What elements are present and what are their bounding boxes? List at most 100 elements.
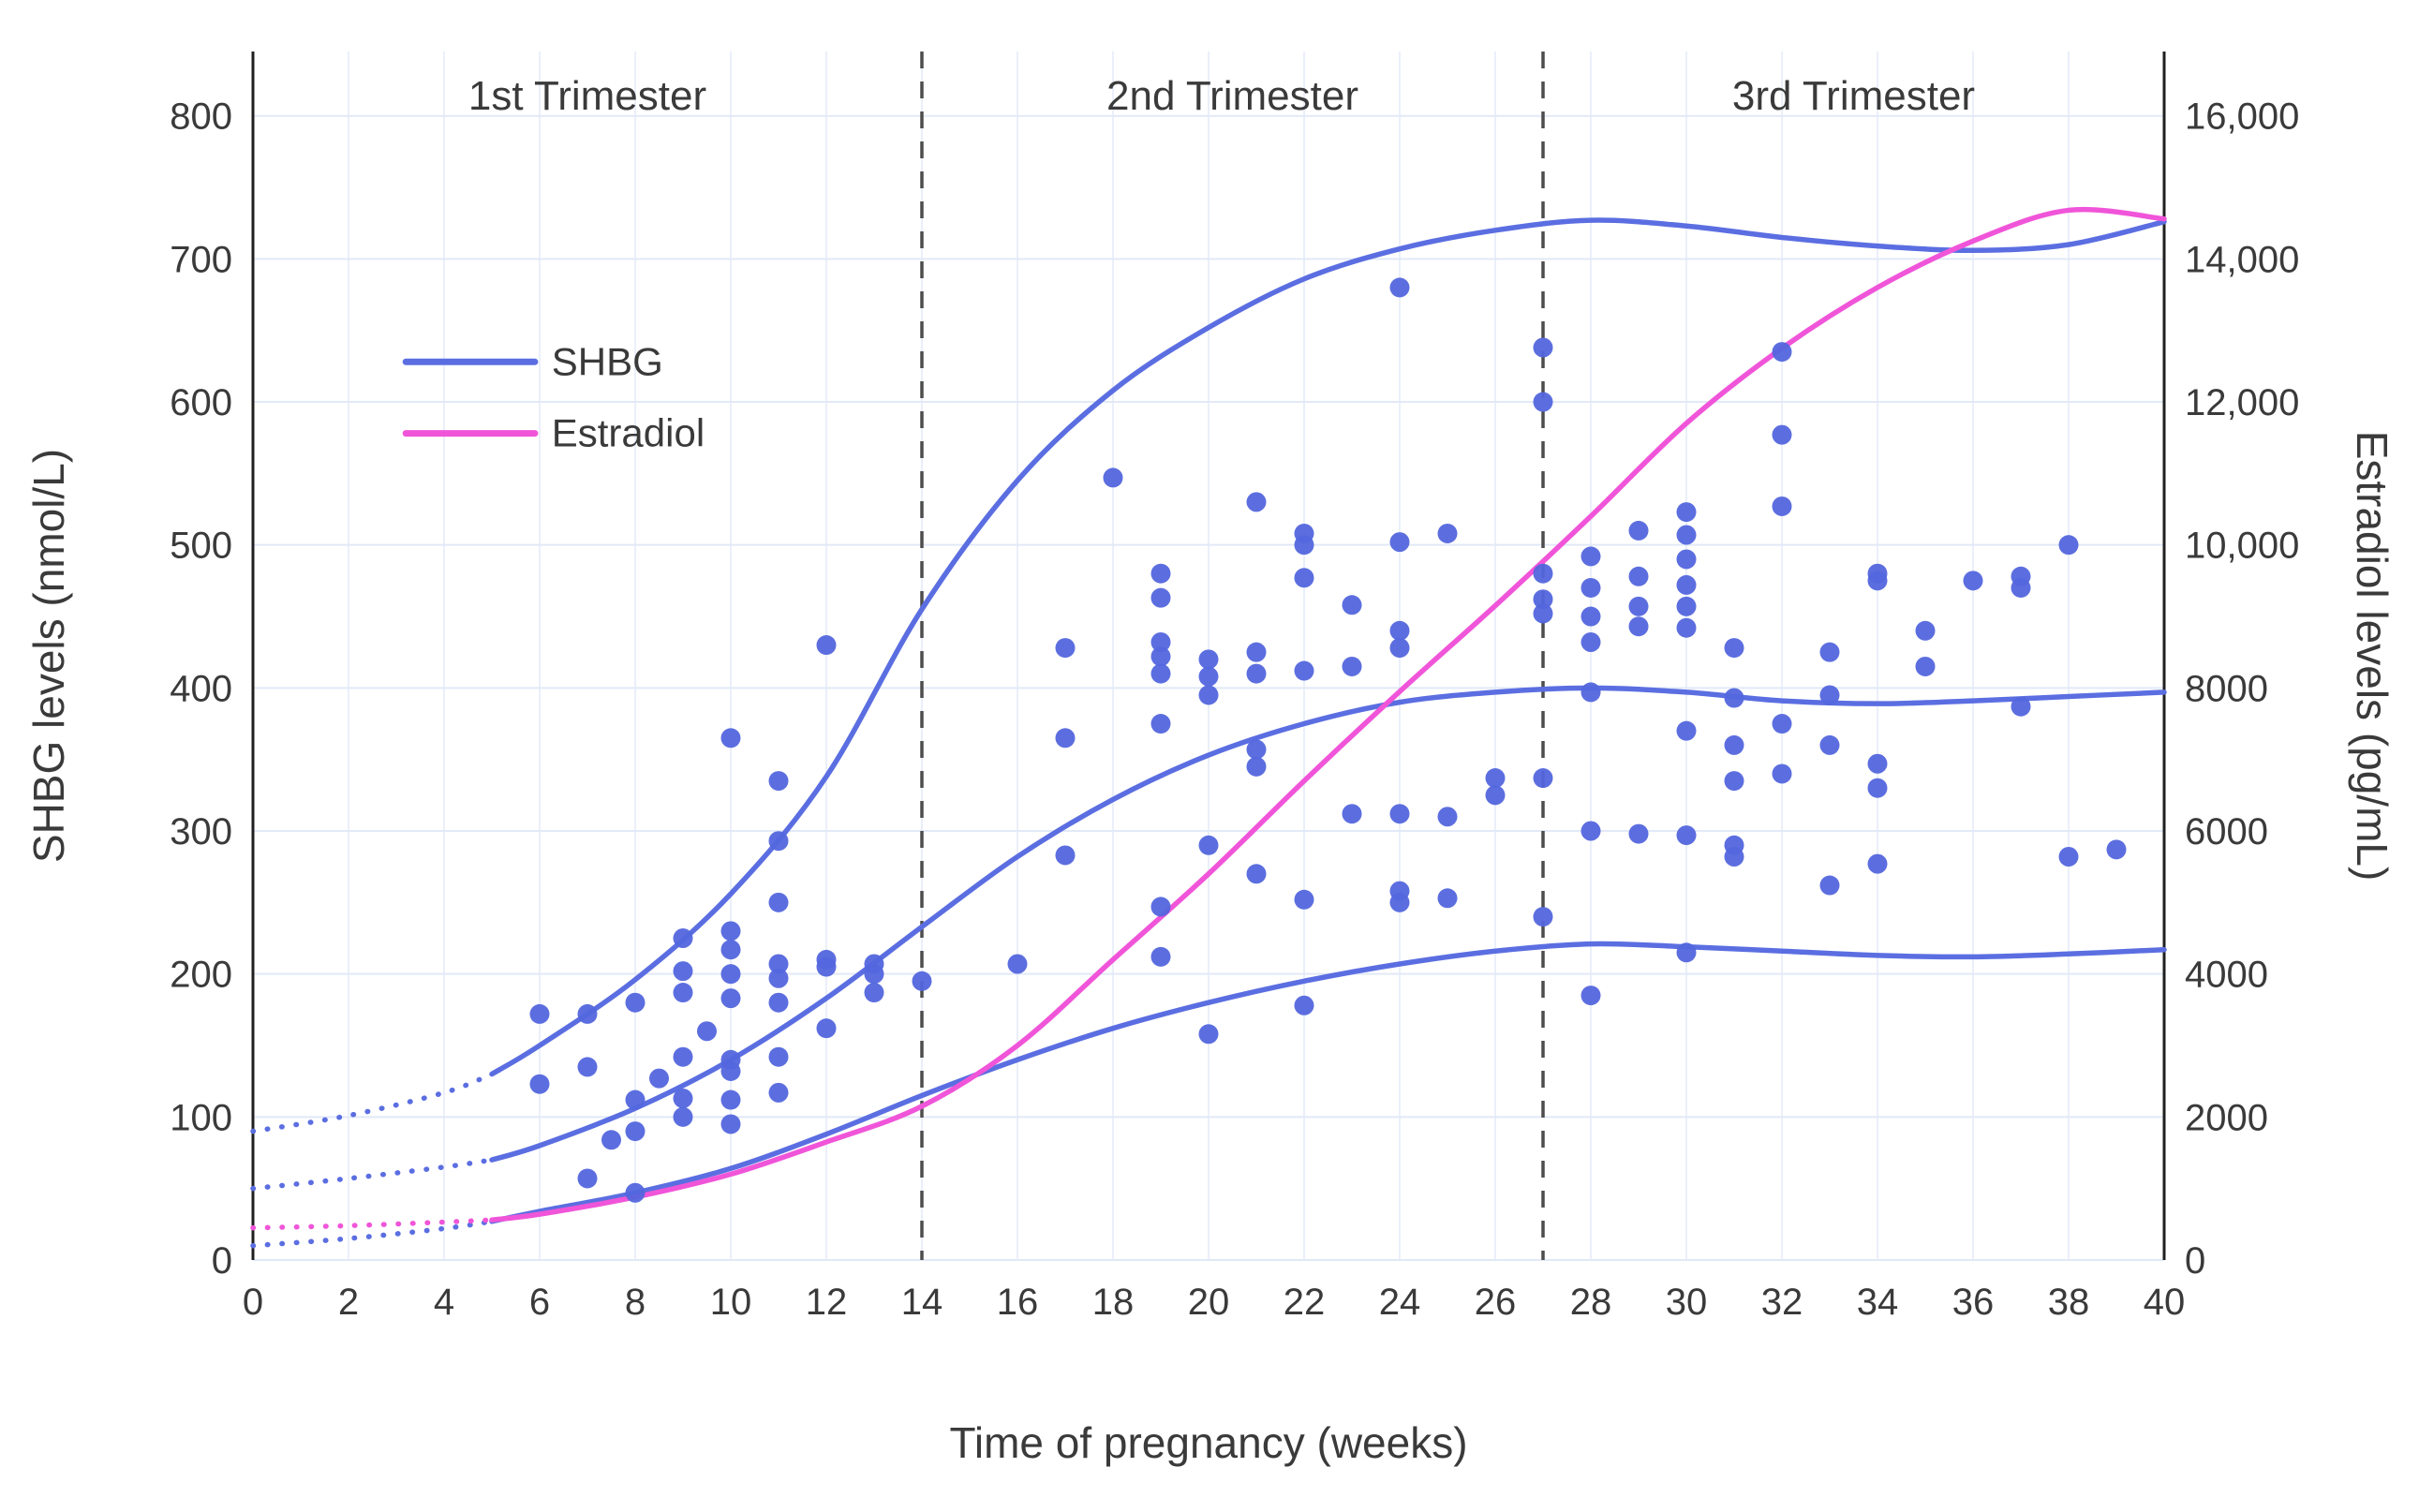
scatter-point bbox=[1437, 807, 1458, 827]
scatter-point bbox=[1055, 638, 1076, 659]
scatter-point bbox=[1819, 875, 1840, 896]
shbg-observations-points bbox=[529, 277, 2127, 1203]
x-tick-label: 24 bbox=[1379, 1282, 1421, 1323]
scatter-point bbox=[1581, 546, 1601, 567]
scatter-point bbox=[720, 1090, 741, 1110]
x-tick-label: 18 bbox=[1092, 1282, 1135, 1323]
scatter-point bbox=[673, 983, 693, 1003]
scatter-point bbox=[1198, 835, 1219, 855]
scatter-point bbox=[1437, 523, 1458, 543]
scatter-point bbox=[2058, 846, 2079, 867]
scatter-point bbox=[1915, 656, 1936, 676]
scatter-point bbox=[673, 1088, 693, 1108]
scatter-point bbox=[1676, 574, 1697, 595]
scatter-point bbox=[2058, 535, 2079, 556]
scatter-point bbox=[1150, 587, 1171, 608]
x-tick-label: 10 bbox=[710, 1282, 752, 1323]
x-tick-label: 20 bbox=[1188, 1282, 1230, 1323]
scatter-point bbox=[1676, 525, 1697, 545]
scatter-point bbox=[768, 1082, 789, 1103]
scatter-point bbox=[1389, 638, 1410, 659]
y-axis-title-right: Estradiol levels (pg/mL) bbox=[2348, 430, 2397, 882]
scatter-point bbox=[625, 992, 646, 1013]
scatter-point bbox=[1150, 714, 1171, 734]
scatter-point bbox=[1724, 638, 1744, 659]
scatter-point bbox=[1915, 620, 1936, 641]
scatter-point bbox=[1342, 656, 1362, 676]
y-left-tick-label: 300 bbox=[170, 811, 232, 852]
scatter-point bbox=[1628, 616, 1649, 637]
scatter-point bbox=[1628, 566, 1649, 586]
scatter-point bbox=[1772, 763, 1792, 784]
scatter-point bbox=[1676, 825, 1697, 846]
trimester-label-2nd-trimester: 2nd Trimester bbox=[1106, 73, 1358, 119]
y-axis-title-left: SHBG levels (nmol/L) bbox=[24, 448, 73, 864]
scatter-point bbox=[1819, 734, 1840, 755]
scatter-point bbox=[1819, 685, 1840, 705]
shbg-median-curve-dotted bbox=[250, 1157, 495, 1192]
scatter-point bbox=[1963, 571, 1983, 591]
scatter-point bbox=[1246, 756, 1267, 777]
scatter-point bbox=[577, 1057, 598, 1077]
scatter-point bbox=[1150, 631, 1171, 652]
scatter-point bbox=[912, 971, 932, 991]
x-tick-label: 14 bbox=[901, 1282, 943, 1323]
scatter-point bbox=[1389, 620, 1410, 641]
x-tick-label: 22 bbox=[1284, 1282, 1326, 1323]
scatter-point bbox=[1867, 853, 1888, 874]
scatter-point bbox=[625, 1182, 646, 1203]
scatter-point bbox=[1485, 785, 1506, 806]
x-tick-label: 4 bbox=[434, 1282, 454, 1323]
scatter-point bbox=[1389, 532, 1410, 553]
scatter-point bbox=[1389, 277, 1410, 298]
shbg-upper-percentile-curve bbox=[489, 217, 2167, 1077]
x-tick-label: 0 bbox=[243, 1282, 263, 1323]
estradiol-curve bbox=[489, 206, 2167, 1223]
scatter-point bbox=[720, 1049, 741, 1070]
scatter-point bbox=[1246, 864, 1267, 884]
scatter-point bbox=[1581, 577, 1601, 598]
scatter-point bbox=[1485, 768, 1506, 789]
scatter-point bbox=[1581, 986, 1601, 1006]
y-left-tick-label: 600 bbox=[170, 382, 232, 423]
scatter-point bbox=[577, 1168, 598, 1189]
scatter-point bbox=[1533, 337, 1553, 358]
scatter-point bbox=[1150, 646, 1171, 667]
scatter-point bbox=[1389, 804, 1410, 824]
y-right-tick-label: 8000 bbox=[2185, 668, 2268, 709]
scatter-point bbox=[1867, 778, 1888, 798]
scatter-point bbox=[625, 1090, 646, 1110]
scatter-point bbox=[625, 1121, 646, 1142]
scatter-point bbox=[1198, 685, 1219, 705]
scatter-point bbox=[768, 771, 789, 792]
scatter-point bbox=[1055, 728, 1076, 749]
scatter-point bbox=[1772, 424, 1792, 445]
scatter-point bbox=[768, 1046, 789, 1067]
y-right-tick-label: 2000 bbox=[2185, 1097, 2268, 1138]
x-tick-label: 28 bbox=[1570, 1282, 1612, 1323]
scatter-point bbox=[673, 961, 693, 982]
scatter-point bbox=[1772, 496, 1792, 516]
scatter-point bbox=[768, 968, 789, 988]
scatter-point bbox=[577, 1003, 598, 1024]
y-right-tick-label: 10,000 bbox=[2185, 526, 2299, 567]
scatter-point bbox=[697, 1021, 717, 1042]
scatter-point bbox=[2011, 566, 2031, 586]
scatter-point bbox=[1867, 563, 1888, 584]
scatter-point bbox=[1533, 589, 1553, 610]
scatter-point bbox=[720, 988, 741, 1009]
scatter-point bbox=[1676, 720, 1697, 741]
scatter-point bbox=[1007, 954, 1028, 974]
scatter-point bbox=[1581, 631, 1601, 652]
scatter-point bbox=[1198, 649, 1219, 670]
scatter-point bbox=[1150, 946, 1171, 967]
scatter-point bbox=[529, 1003, 550, 1024]
scatter-point bbox=[673, 1046, 693, 1067]
x-tick-label: 32 bbox=[1761, 1282, 1803, 1323]
scatter-point bbox=[816, 949, 837, 970]
scatter-point bbox=[1150, 897, 1171, 917]
scatter-point bbox=[1294, 995, 1314, 1015]
scatter-point bbox=[816, 1018, 837, 1039]
scatter-point bbox=[1724, 688, 1744, 708]
